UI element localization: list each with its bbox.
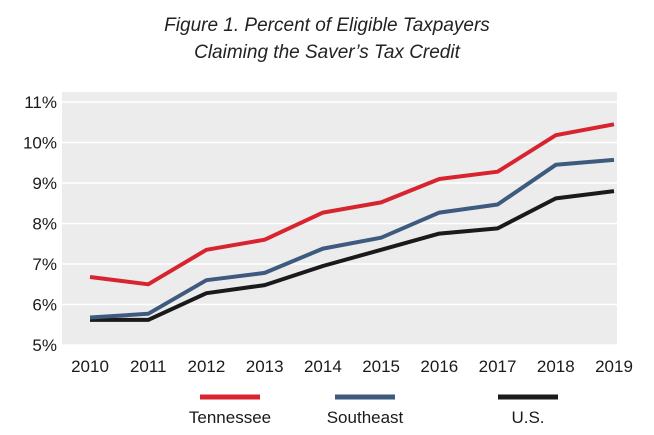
chart-title-line-1: Figure 1. Percent of Eligible Taxpayers — [164, 15, 490, 36]
plot-area — [62, 92, 617, 345]
x-tick-label: 2013 — [246, 357, 284, 376]
gridlines — [62, 101, 617, 346]
series-lines — [89, 122, 615, 322]
x-tick-label: 2019 — [595, 357, 633, 376]
x-tick-label: 2018 — [537, 357, 575, 376]
legend-label-southeast: Southeast — [327, 408, 404, 427]
y-tick-label: 9% — [32, 174, 57, 193]
x-tick-label: 2015 — [362, 357, 400, 376]
y-tick-label: 11% — [24, 93, 57, 112]
legend-label-us: U.S. — [511, 408, 544, 427]
x-tick-label: 2010 — [71, 357, 109, 376]
y-axis-ticks: 5% 6% 7% 8% 9% 10% 11% — [23, 93, 57, 355]
chart-title-line-2: Claiming the Saver’s Tax Credit — [194, 42, 460, 63]
x-tick-label: 2016 — [420, 357, 458, 376]
x-tick-label: 2014 — [304, 357, 342, 376]
x-tick-label: 2011 — [130, 357, 167, 376]
y-tick-label: 8% — [32, 215, 57, 234]
y-tick-label: 6% — [32, 296, 57, 315]
x-axis-ticks: 2010 2011 2012 2013 2014 2015 2016 2017 2018 2019 — [71, 357, 633, 376]
x-tick-label: 2012 — [188, 357, 226, 376]
series-line-southeast — [89, 157, 615, 320]
series-line-us — [90, 189, 615, 322]
y-tick-label: 10% — [23, 134, 57, 153]
y-tick-label: 5% — [32, 336, 57, 355]
legend-label-tennessee: Tennessee — [189, 408, 271, 427]
series-line-tennessee — [89, 122, 615, 287]
legend: Tennessee Southeast U.S. — [189, 394, 558, 427]
x-tick-label: 2017 — [479, 357, 517, 376]
y-tick-label: 7% — [32, 255, 57, 274]
